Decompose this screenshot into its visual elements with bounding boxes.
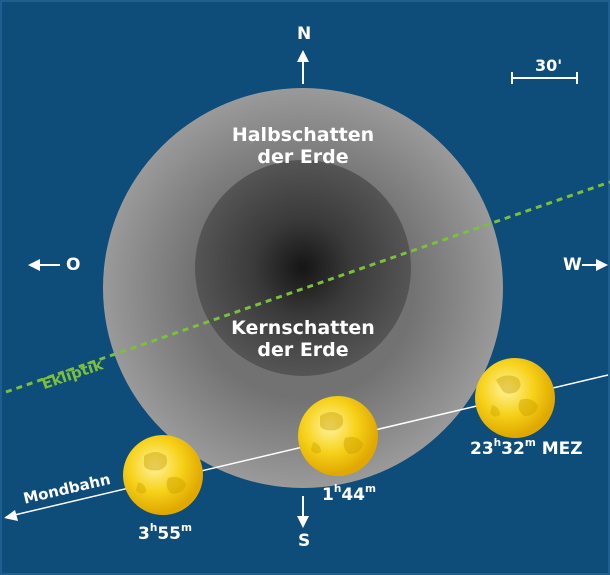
north-arrow (297, 50, 309, 84)
north-label: N (297, 24, 312, 44)
moon-time-label: 3h55m (138, 521, 192, 544)
moon-icon (298, 396, 378, 476)
penumbra-label: Halbschatten der Erde (213, 124, 393, 169)
south-arrow (297, 496, 309, 528)
scale-bar (511, 72, 578, 84)
east-label: O (66, 255, 81, 275)
west-arrow (582, 259, 608, 271)
south-label: S (298, 531, 311, 551)
penumbra-label-line1: Halbschatten (231, 124, 375, 146)
ecliptic-line (5, 180, 610, 394)
moon-time-label: 1h44m (322, 482, 376, 505)
scale-label: 30' (535, 56, 563, 75)
east-arrow (28, 259, 60, 271)
umbra-label: Kernschatten der Erde (213, 317, 393, 362)
umbra-label-line2: der Erde (257, 338, 349, 361)
umbra-label-line1: Kernschatten (231, 317, 375, 339)
moon-time-label: 23h32m MEZ (470, 436, 583, 459)
moon-path-arrowhead (4, 510, 18, 521)
west-label: W (563, 255, 582, 275)
moon-icon (475, 358, 555, 438)
penumbra-label-line2: der Erde (257, 145, 349, 168)
umbra-disc (195, 160, 411, 376)
moon-icon (123, 435, 203, 515)
